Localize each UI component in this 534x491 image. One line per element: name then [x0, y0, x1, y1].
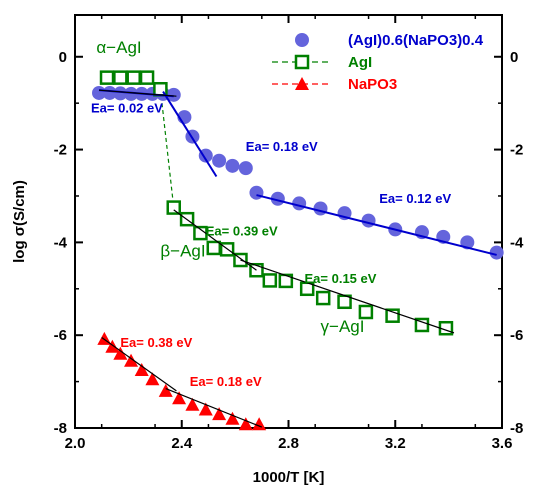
phase-label: α−AgI: [96, 38, 141, 57]
agi-nap03-series-point: [361, 213, 376, 228]
legend-marker: [295, 33, 309, 47]
y-tick-label-right: 0: [510, 49, 518, 66]
agi-nap03-series-point: [225, 158, 240, 173]
x-tick-label: 2.0: [65, 435, 86, 452]
x-tick-label: 3.6: [492, 435, 513, 452]
activation-energy-label: Ea= 0.18 eV: [246, 139, 318, 154]
agi-series-point: [414, 317, 430, 333]
y-axis-title: log σ(S/cm): [11, 180, 28, 263]
agi-series-point: [262, 273, 278, 288]
agi-nap03-series-point: [113, 86, 128, 101]
fit-line: [162, 91, 218, 178]
x-tick-label: 2.8: [278, 435, 299, 452]
agi-nap03-series-point: [249, 185, 264, 200]
fit-line: [101, 337, 177, 392]
agi-nap03-series-point: [238, 161, 253, 176]
napo3-series-point: [105, 339, 120, 353]
x-axis-title: 1000/T [K]: [253, 469, 325, 486]
agi-series-point: [99, 70, 115, 85]
phase-label: β−AgI: [160, 241, 205, 260]
agi-nap03-series-point: [102, 85, 117, 100]
y-tick-label-left: -2: [54, 142, 67, 159]
agi-series-point: [139, 70, 155, 85]
agi-nap03-series-point: [489, 245, 504, 260]
legend: (AgI)0.6(NaPO3)0.4 AgI NaPO3: [272, 32, 484, 93]
agi-series-point: [315, 290, 331, 306]
fit-line: [240, 259, 455, 334]
legend-marker: [295, 77, 309, 90]
activation-energy-label: Ea= 0.39 eV: [206, 223, 278, 238]
agi-series-point: [126, 70, 141, 85]
agi-nap03-series-point: [212, 153, 227, 168]
y-tick-label-right: -8: [510, 420, 523, 437]
napo3-series-point: [252, 417, 267, 431]
napo3-series-point: [212, 407, 227, 421]
agi-nap03-series-point: [313, 201, 328, 216]
napo3-series-point: [225, 411, 240, 425]
activation-energy-label: Ea= 0.02 eV: [91, 100, 163, 115]
agi-series-point: [206, 240, 222, 256]
napo3-series-point: [172, 391, 187, 405]
activation-energy-label: Ea= 0.15 eV: [305, 271, 377, 286]
napo3-series-point: [238, 417, 253, 431]
x-tick-label: 2.4: [171, 435, 193, 452]
y-tick-label-right: -6: [510, 327, 523, 344]
napo3-series-point: [124, 353, 139, 367]
y-tick-label-left: -8: [54, 420, 67, 437]
napo3-series-point: [145, 372, 160, 386]
agi-series-point: [113, 70, 128, 85]
legend-label: (AgI)0.6(NaPO3)0.4: [348, 32, 484, 49]
agi-series-point: [358, 304, 374, 320]
x-tick-label: 3.2: [385, 435, 406, 452]
fit-line: [256, 194, 497, 256]
activation-energy-label: Ea= 0.12 eV: [379, 191, 451, 206]
y-tick-label-left: 0: [59, 49, 67, 66]
activation-energy-label: Ea= 0.38 eV: [120, 335, 192, 350]
napo3-series-point: [134, 362, 149, 376]
activation-energy-label: Ea= 0.18 eV: [190, 374, 262, 389]
y-tick-label-left: -4: [54, 234, 68, 251]
legend-label: AgI: [348, 54, 372, 71]
y-tick-label-right: -4: [510, 234, 524, 251]
fit-line: [165, 387, 263, 428]
agi-nap03-series-point: [292, 196, 307, 211]
alpha-beta-transition-line: [159, 89, 175, 208]
series-1: [99, 70, 454, 336]
napo3-series-point: [113, 346, 128, 360]
fit-line: [98, 89, 177, 97]
napo3-series-point: [185, 397, 200, 411]
legend-marker: [294, 54, 310, 70]
y-tick-label-left: -6: [54, 327, 67, 344]
phase-label: γ−AgI: [321, 317, 365, 336]
agi-nap03-series-point: [166, 87, 181, 102]
legend-label: NaPO3: [348, 76, 397, 93]
y-tick-label-right: -2: [510, 142, 523, 159]
agi-series-point: [166, 200, 181, 215]
napo3-series-point: [158, 383, 173, 397]
agi-nap03-series-point: [124, 86, 139, 101]
napo3-series-point: [198, 402, 213, 416]
